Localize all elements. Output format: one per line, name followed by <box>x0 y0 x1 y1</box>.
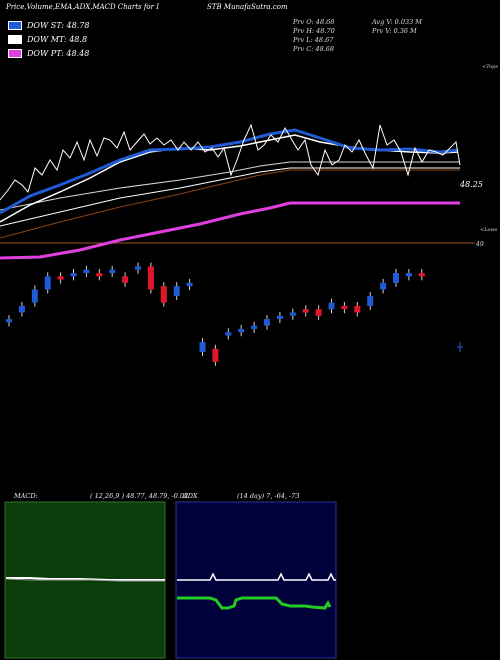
candle-body <box>109 269 116 274</box>
price-trace-line <box>0 123 461 201</box>
candle-body <box>276 315 283 320</box>
band-lower-white-line <box>0 167 460 227</box>
candle-body <box>289 312 296 316</box>
candle-body <box>147 266 154 290</box>
candle-body <box>225 332 232 336</box>
candle-body <box>341 305 348 310</box>
candle-body <box>251 325 258 329</box>
prev-open: Prv O: 48.68 <box>293 18 335 26</box>
legend-swatch-st <box>8 20 22 30</box>
legend-swatch-pt <box>8 48 22 58</box>
prev-high: Prv H: 48.70 <box>293 27 335 35</box>
candle-body <box>31 289 38 303</box>
candle-body <box>18 305 25 313</box>
adx-label: ADX <box>183 492 198 500</box>
ema-short-line <box>0 128 459 215</box>
candle-body <box>238 328 245 333</box>
candle-body <box>367 296 374 306</box>
avg-volume: Avg V: 0.033 M <box>372 18 422 26</box>
tops-label: <Tops <box>482 64 498 70</box>
lows-label: <Lows <box>480 227 498 233</box>
legend-swatch-mt <box>8 34 22 44</box>
adx-line <box>177 572 336 581</box>
candle-body <box>135 266 141 270</box>
candle-body <box>96 273 103 277</box>
candle-body <box>393 273 399 283</box>
candle-body <box>199 342 206 352</box>
candle-body <box>405 273 412 277</box>
candle-body <box>186 282 193 287</box>
candle-body <box>122 276 129 283</box>
candle-body <box>6 319 12 323</box>
candle-body <box>173 286 180 297</box>
prev-low: Prv L: 48.67 <box>293 36 334 44</box>
prev-volume: Prv V: 0.36 M <box>372 27 417 35</box>
candle-body <box>57 276 64 280</box>
candle-body <box>380 282 387 290</box>
candle-body <box>354 305 361 313</box>
last-price-label: 48.25 <box>460 180 483 189</box>
chart-title: Price,Volume,EMA,ADX,MACD Charts for I <box>6 3 159 11</box>
adx-values: (14 day) 7, -64, -73 <box>237 492 300 500</box>
legend-dow-pt: DOW PT: 48.48 <box>8 46 89 60</box>
candle-body <box>83 269 90 274</box>
candle-body <box>160 286 167 303</box>
ref-price-label: 49 <box>476 241 484 248</box>
candle-body <box>328 302 335 310</box>
band-lower-line <box>0 169 460 239</box>
legend-label-st: DOW ST: 48.78 <box>27 20 90 30</box>
ema-long-line <box>0 201 460 260</box>
legend-dow-st: DOW ST: 48.78 <box>8 18 89 32</box>
prev-close: Prv C: 48.68 <box>293 45 335 53</box>
legend-label-pt: DOW PT: 48.48 <box>27 48 90 58</box>
macd-line <box>6 577 165 581</box>
macd-signal-line <box>5 578 165 582</box>
candle-body <box>302 309 309 313</box>
candle-body <box>264 319 270 326</box>
macd-values: ( 12,26,9 ) 48.77, 48.79, -0.02 <box>90 492 189 500</box>
macd-label: MACD: <box>14 492 38 500</box>
legend-dow-mt: DOW MT: 48.8 <box>8 32 87 46</box>
legend-label-mt: DOW MT: 48.8 <box>27 34 88 44</box>
adx-di-line <box>177 596 332 610</box>
candle-body <box>418 273 425 277</box>
candle-body <box>70 273 77 277</box>
site-title: STB MunafaSutra.com <box>207 3 288 11</box>
band-mid-line <box>0 161 460 211</box>
candle-body <box>44 276 51 290</box>
candle-body <box>315 309 322 316</box>
candle-body <box>212 348 219 362</box>
